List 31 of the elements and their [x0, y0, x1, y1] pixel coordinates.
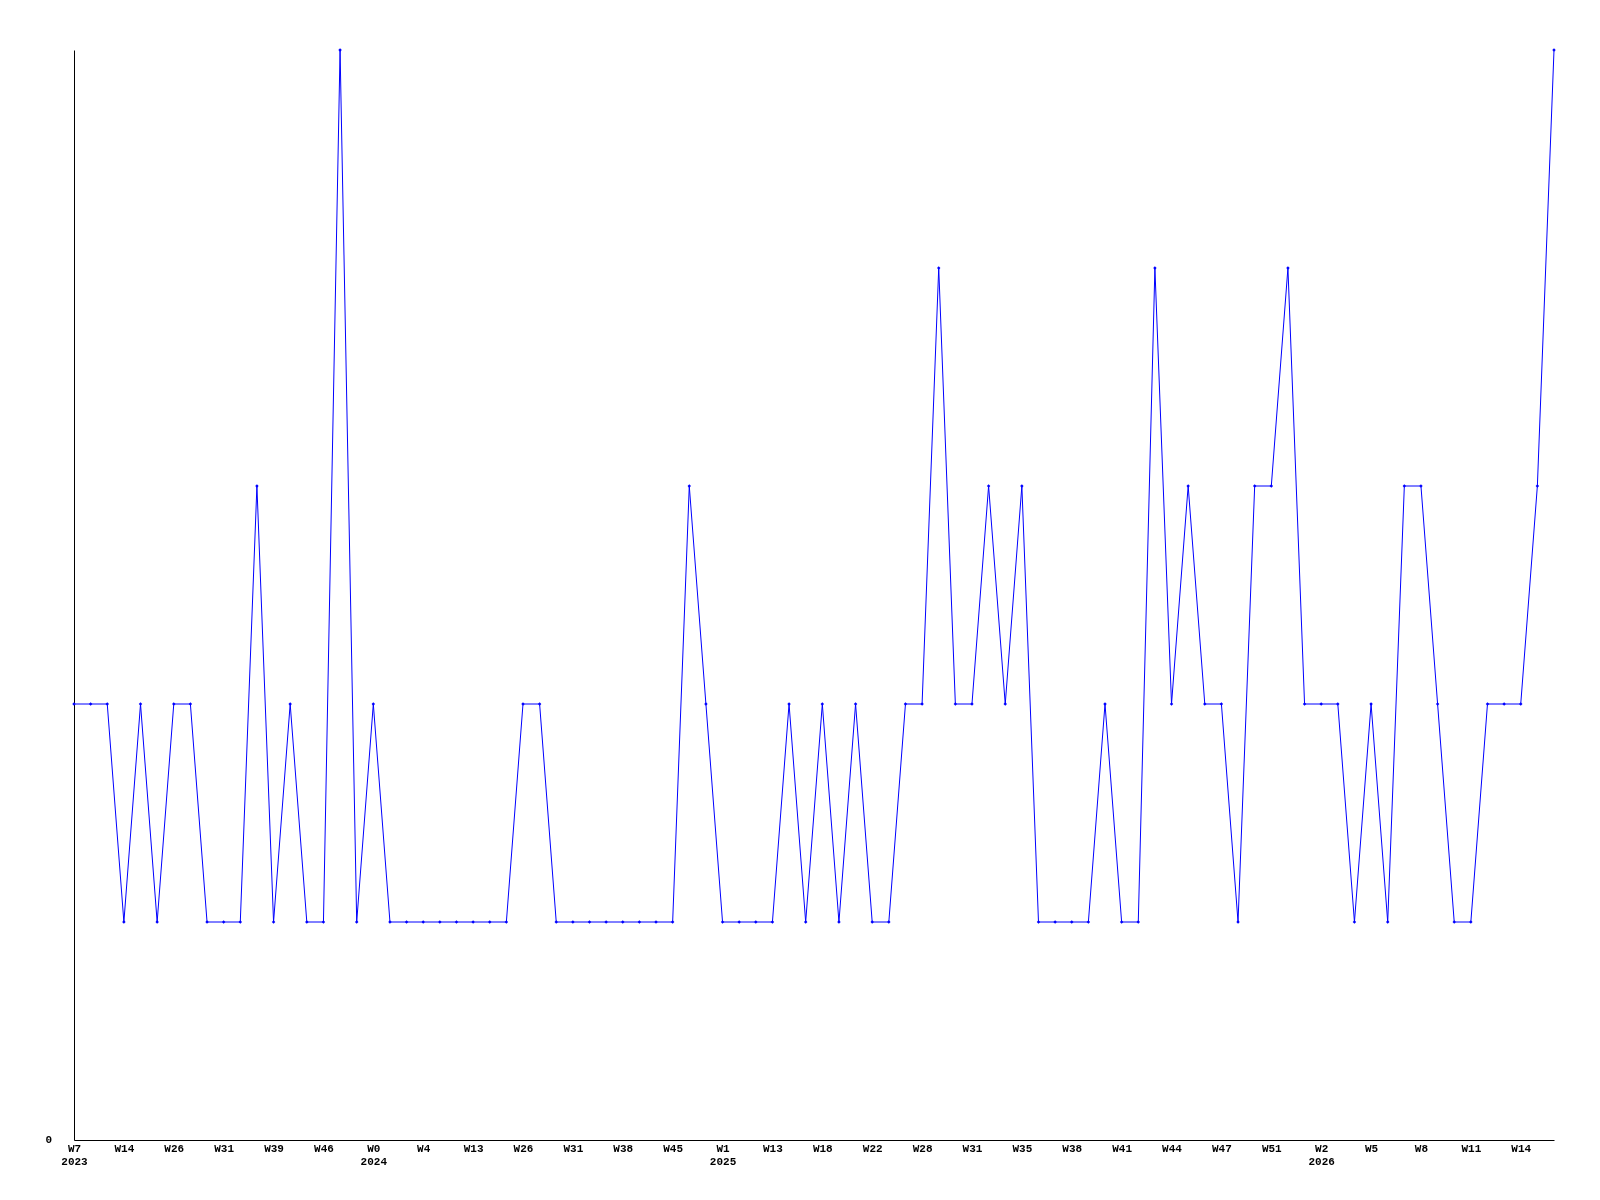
- x-tick-label: W13: [763, 1142, 784, 1155]
- x-tick-label: W8: [1414, 1142, 1429, 1155]
- x-tick-label: W18: [812, 1142, 834, 1155]
- x-tick-label: W44: [1162, 1142, 1183, 1155]
- x-tick-label: W45: [663, 1142, 684, 1155]
- x-tick-label: W51: [1261, 1142, 1283, 1155]
- x-tick-label: W4: [417, 1142, 431, 1155]
- x-tick-label: W38: [1062, 1142, 1083, 1155]
- x-tick-label: W31: [214, 1142, 235, 1155]
- x-tick-label: W7 2023: [61, 1142, 89, 1168]
- x-tick-label: W35: [1012, 1142, 1033, 1155]
- text: 0: [45, 1134, 52, 1146]
- x-tick-label: W11: [1461, 1142, 1482, 1155]
- x-tick-label: W28: [912, 1142, 933, 1155]
- x-tick-label: W26: [513, 1142, 534, 1155]
- x-tick-label: W14: [1511, 1142, 1532, 1155]
- x-tick-label: W31: [962, 1142, 983, 1155]
- x-tick-label: W26: [164, 1142, 185, 1155]
- x-tick-label: W5: [1364, 1142, 1379, 1155]
- x-tick-label: W0 2024: [360, 1142, 388, 1168]
- x-tick-label: W22: [862, 1142, 883, 1155]
- x-tick-label: W2 2026: [1308, 1142, 1335, 1168]
- x-tick-label: W39: [264, 1142, 284, 1155]
- x-tick-label: W41: [1112, 1142, 1133, 1155]
- x-tick-label: W47: [1212, 1142, 1232, 1155]
- x-tick-label: W46: [314, 1142, 334, 1155]
- x-tick-label: W38: [613, 1142, 634, 1155]
- x-tick-label: W31: [563, 1142, 584, 1155]
- x-tick-label: W14: [114, 1142, 135, 1155]
- x-tick-label: W13: [463, 1142, 484, 1155]
- x-tick-label: W1 2025: [709, 1142, 737, 1168]
